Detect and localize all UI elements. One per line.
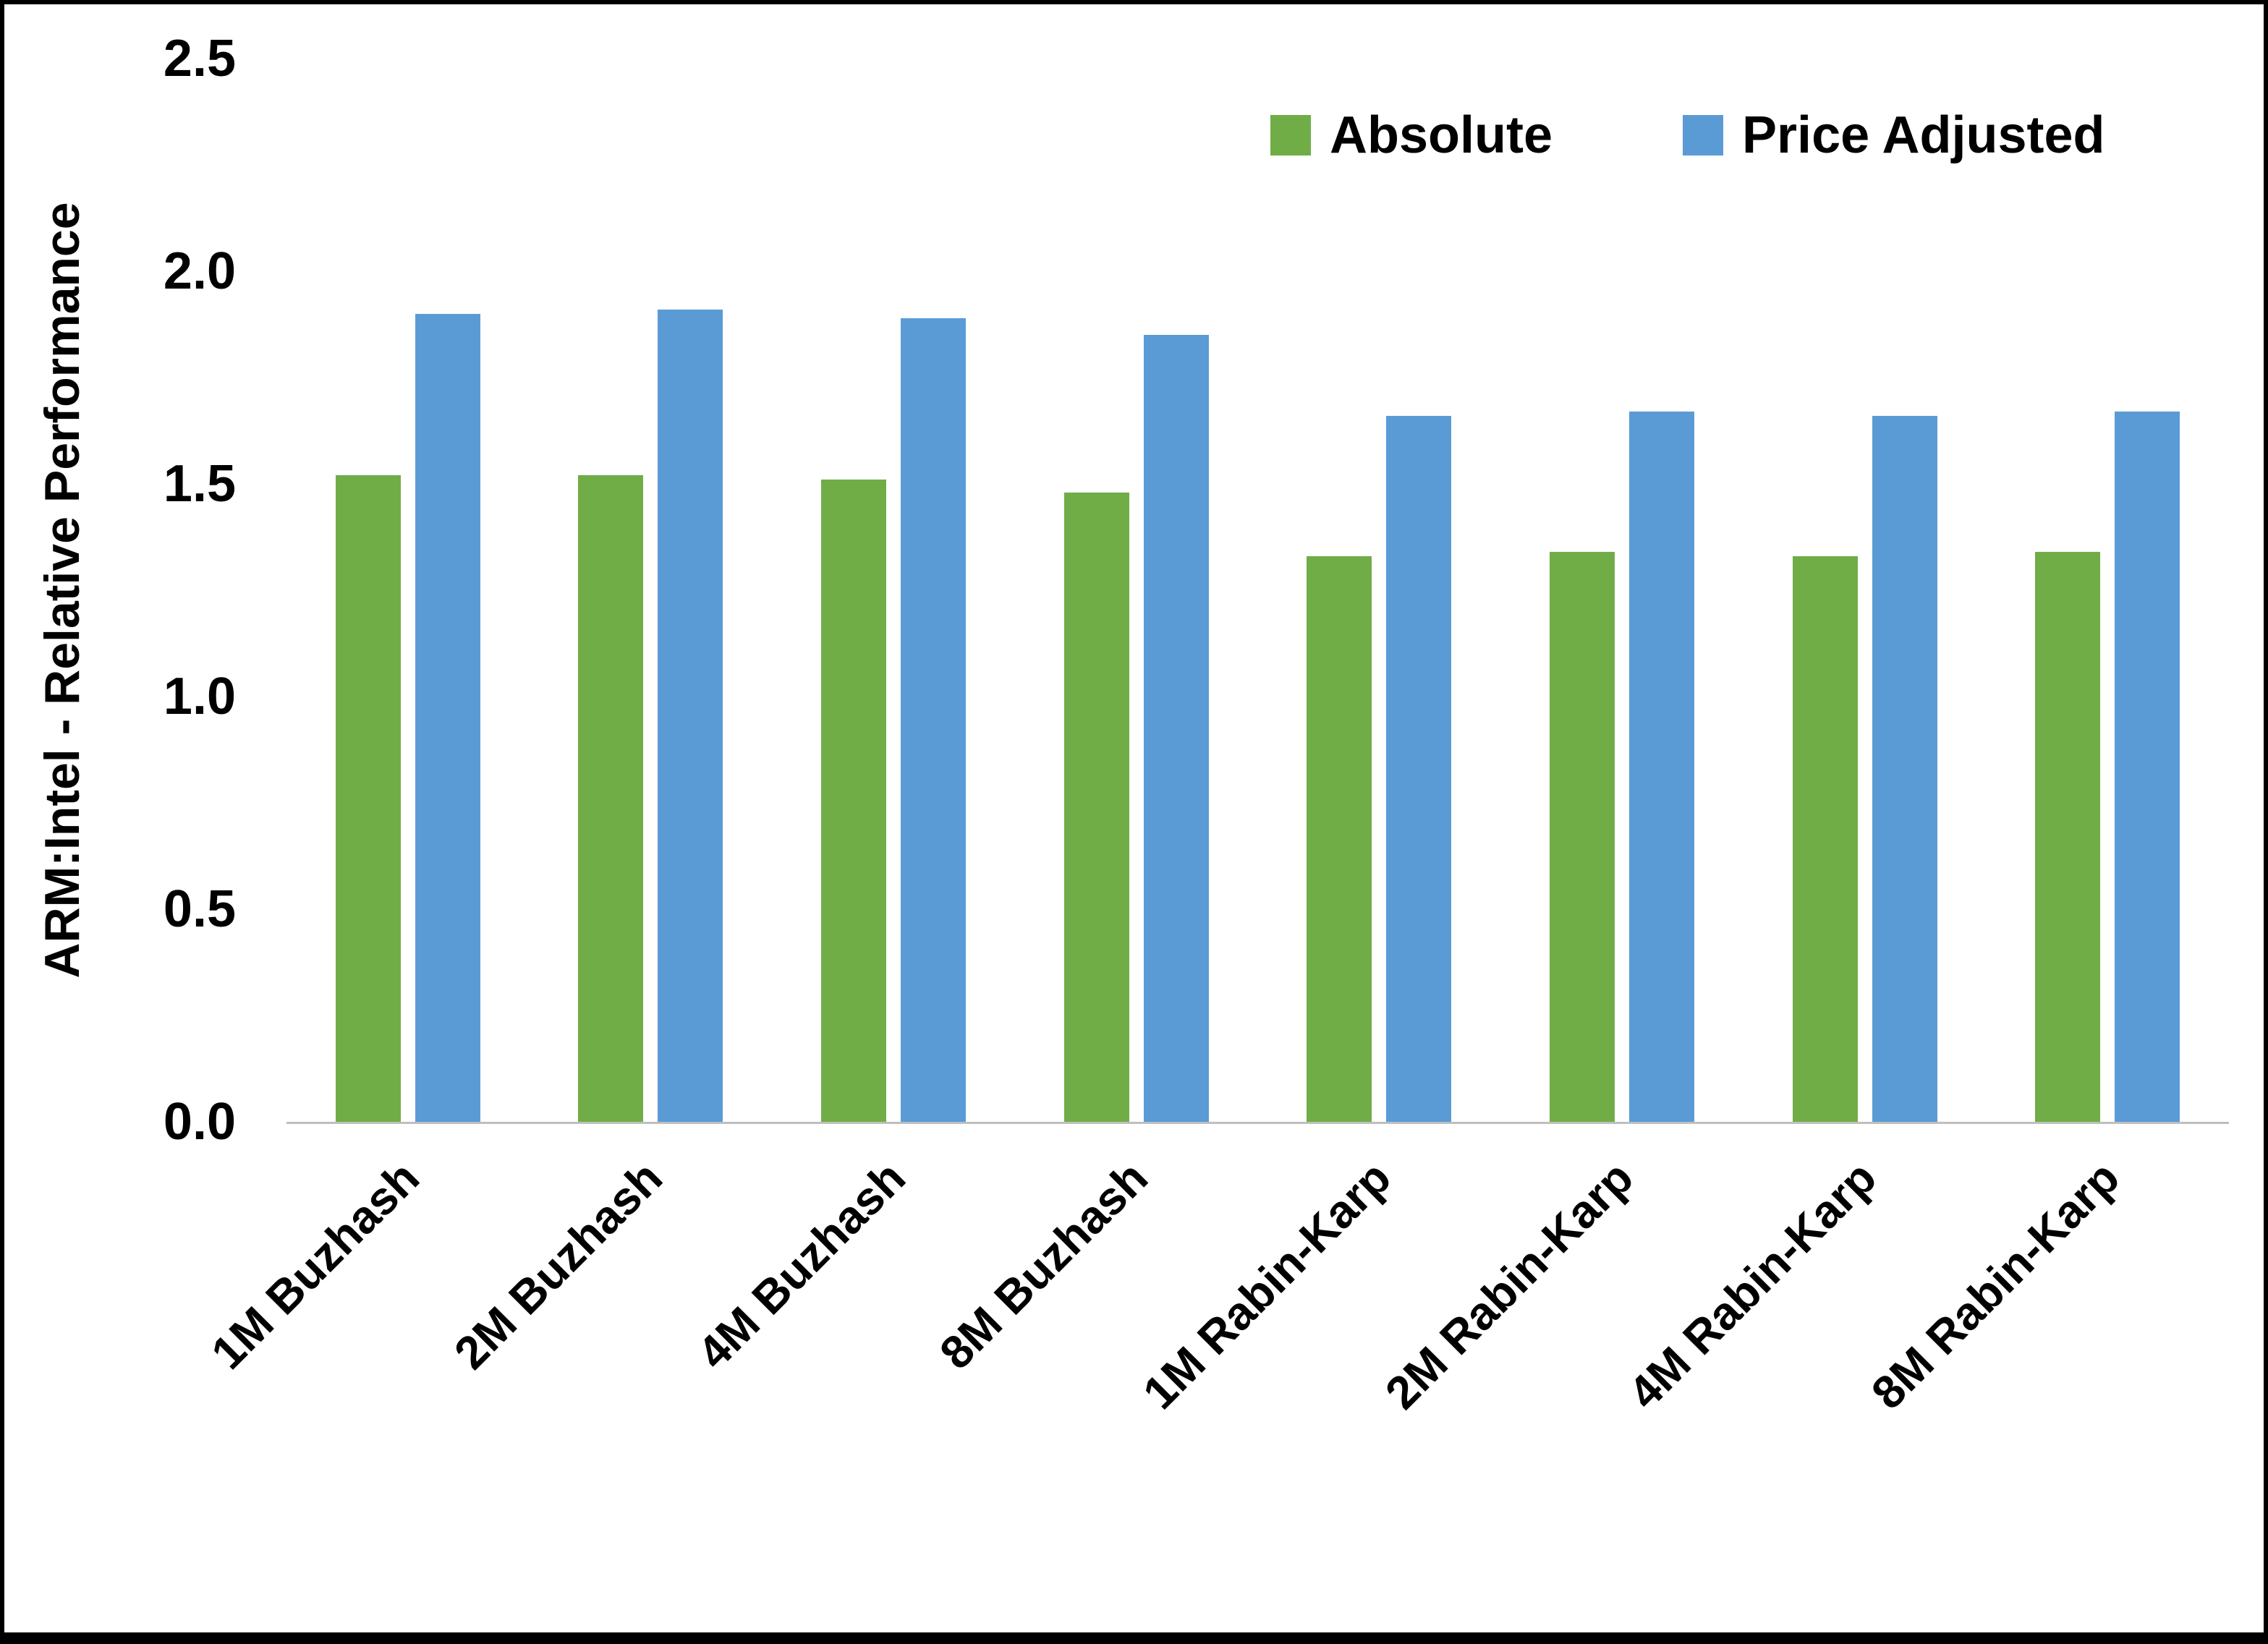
y-tick-label: 2.5 xyxy=(163,30,236,88)
plot-area xyxy=(286,59,2229,1124)
legend-item: Price Adjusted xyxy=(1683,106,2105,165)
bar-absolute xyxy=(1792,555,1858,1122)
bar-group xyxy=(1744,59,1987,1122)
bar-group xyxy=(1500,59,1744,1122)
bar-group xyxy=(1015,59,1258,1122)
bar-group xyxy=(1258,59,1501,1122)
bar-price-adjusted xyxy=(658,309,723,1122)
bar-price-adjusted xyxy=(1872,415,1937,1122)
bar-absolute xyxy=(1063,492,1129,1122)
bar-group xyxy=(1986,59,2229,1122)
bar-group xyxy=(530,59,773,1122)
y-tick-label: 1.0 xyxy=(163,668,236,725)
bar-absolute xyxy=(578,475,644,1122)
x-axis-label: 2M Rabin-Karp xyxy=(1375,1151,1644,1419)
x-axis-label: 4M Rabin-Karp xyxy=(1618,1151,1887,1419)
x-axis-label: 8M Rabin-Karp xyxy=(1861,1151,2129,1419)
legend-label: Price Adjusted xyxy=(1742,106,2105,164)
x-axis-label: 8M Buzhash xyxy=(930,1151,1158,1379)
bar-absolute xyxy=(821,480,887,1122)
bar-price-adjusted xyxy=(1386,415,1452,1122)
legend-item: Absolute xyxy=(1270,106,1553,165)
bar-price-adjusted xyxy=(1628,412,1694,1122)
x-axis-label: 1M Rabin-Karp xyxy=(1132,1151,1401,1419)
x-axis-label: 4M Buzhash xyxy=(687,1151,915,1379)
bar-price-adjusted xyxy=(1143,335,1209,1122)
bar-absolute xyxy=(2035,552,2101,1122)
bar-group xyxy=(286,59,530,1122)
legend: Absolute Price Adjusted xyxy=(1270,106,2105,165)
legend-swatch-icon xyxy=(1683,115,1724,156)
bar-absolute xyxy=(335,475,401,1122)
bar-group xyxy=(772,59,1015,1122)
bar-price-adjusted xyxy=(2115,412,2180,1122)
bar-price-adjusted xyxy=(901,318,967,1122)
y-tick-label: 2.0 xyxy=(163,242,236,300)
y-axis-title: ARM:Intel - Relative Performance xyxy=(35,202,90,979)
y-tick-label: 0.5 xyxy=(163,880,236,938)
y-tick-label: 1.5 xyxy=(163,455,236,513)
bar-absolute xyxy=(1549,552,1615,1122)
bar-price-adjusted xyxy=(415,313,480,1122)
x-axis-label: 2M Buzhash xyxy=(444,1151,673,1379)
legend-swatch-icon xyxy=(1270,115,1311,156)
y-tick-label: 0.0 xyxy=(163,1093,236,1151)
legend-label: Absolute xyxy=(1330,106,1553,164)
x-axis-label: 1M Buzhash xyxy=(201,1151,430,1379)
bar-absolute xyxy=(1307,555,1372,1122)
